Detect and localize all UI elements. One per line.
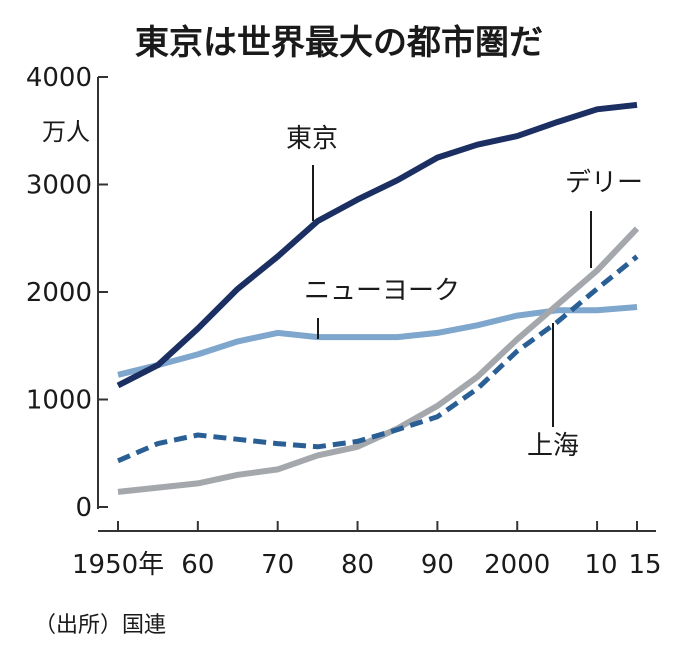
axes: 0 1000 2000 3000 4000 1950年 60 70 80 90 2000 10 15 (26, 63, 662, 580)
y-tick-label: 3000 (26, 171, 92, 201)
x-tick-label: 1950年 (72, 550, 164, 580)
x-tick-label: 90 (421, 550, 454, 580)
chart-title: 東京は世界最大の都市圏だ (135, 23, 543, 63)
series-line-4 (117, 254, 639, 464)
series-lines (116, 101, 640, 495)
series-label: 東京 (286, 124, 338, 154)
series-line-2 (117, 304, 638, 378)
series-label: 上海 (527, 431, 579, 461)
x-tick-label: 80 (341, 550, 374, 580)
source-note: （出所）国連 (34, 613, 166, 638)
x-tick-label: 10 (585, 550, 618, 580)
y-tick-label: 0 (75, 493, 92, 523)
x-tick-label: 70 (261, 550, 294, 580)
series-label: ニューヨーク (304, 276, 460, 306)
x-tick-label: 60 (181, 550, 214, 580)
y-tick-label: 2000 (26, 278, 92, 308)
x-tick-label: 2000 (484, 550, 550, 580)
y-axis-unit: 万人 (42, 118, 90, 146)
series-line-1 (116, 101, 638, 389)
series-label: デリー (565, 168, 643, 198)
y-tick-label: 4000 (26, 63, 92, 93)
y-tick-label: 1000 (26, 386, 92, 416)
x-tick-label: 15 (628, 550, 661, 580)
